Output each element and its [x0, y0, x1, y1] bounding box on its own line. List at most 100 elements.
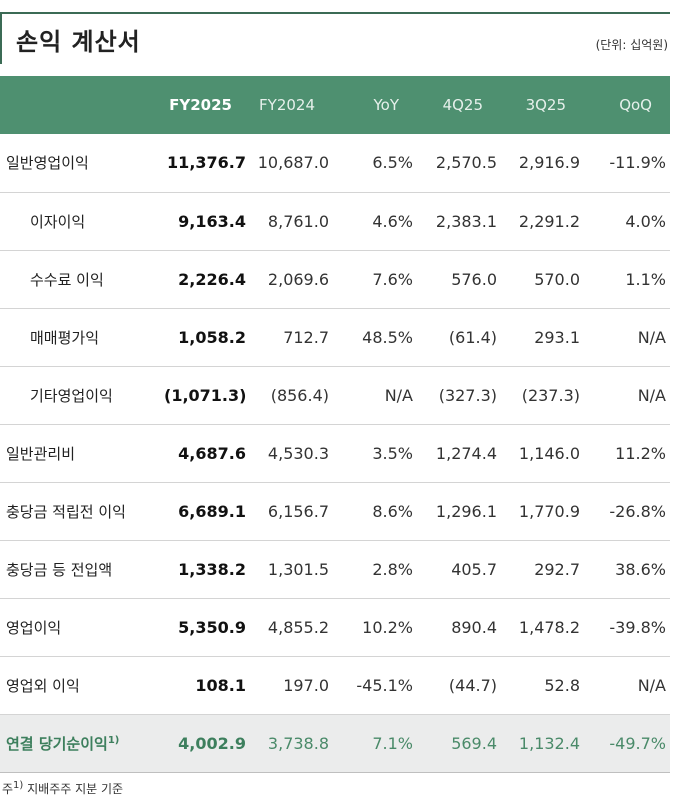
- cell-yoy: 7.6%: [372, 269, 413, 289]
- cell-3q25: (237.3): [521, 385, 580, 405]
- header-cell-qoq: QoQ: [619, 96, 652, 114]
- row-label: 기타영업이익: [30, 386, 113, 405]
- unit-label: (단위: 십억원): [595, 38, 668, 52]
- page-title: 손익 계산서: [16, 28, 141, 56]
- cell-fy2024: 4,530.3: [267, 443, 329, 463]
- cell-fy2024: (856.4): [270, 385, 329, 405]
- header-cell-fy2025: FY2025: [169, 96, 232, 114]
- cell-yoy: -45.1%: [356, 675, 413, 695]
- header-cell-fy2024: FY2024: [259, 96, 315, 114]
- row-label: 일반관리비: [6, 444, 76, 463]
- cell-4q25: 576.0: [451, 269, 497, 289]
- cell-4q25: 2,383.1: [435, 211, 497, 231]
- cell-3q25: 570.0: [534, 269, 580, 289]
- row-label: 충당금 적립전 이익: [6, 502, 126, 521]
- cell-fy2024: 10,687.0: [257, 153, 329, 173]
- cell-fy2025: 2,226.4: [178, 269, 246, 289]
- cell-fy2025: 9,163.4: [178, 211, 246, 231]
- cell-yoy: 2.8%: [372, 559, 413, 579]
- cell-yoy: 7.1%: [372, 733, 413, 753]
- cell-yoy: 8.6%: [372, 501, 413, 521]
- header-cell-3q25: 3Q25: [525, 96, 566, 114]
- cell-fy2024: 4,855.2: [267, 617, 329, 637]
- income-statement-table: FY2025 FY2024 YoY 4Q25 3Q25 QoQ 일반영업이익 1…: [0, 76, 670, 773]
- cell-fy2025: 1,058.2: [178, 327, 246, 347]
- row-label: 영업이익: [6, 618, 62, 637]
- table-row: 충당금 등 전입액 1,338.2 1,301.5 2.8% 405.7 292…: [0, 540, 670, 598]
- table-row: 일반영업이익 11,376.7 10,687.0 6.5% 2,570.5 2,…: [0, 134, 670, 192]
- title-bar: 손익 계산서 (단위: 십억원): [0, 12, 670, 64]
- footnote-sup: 1): [13, 780, 24, 791]
- cell-qoq: N/A: [637, 385, 666, 405]
- cell-4q25: 2,570.5: [435, 153, 497, 173]
- footnote-text: 지배주주 지분 기준: [27, 782, 124, 796]
- cell-fy2025: (1,071.3): [164, 385, 247, 405]
- table-row: 이자이익 9,163.4 8,761.0 4.6% 2,383.1 2,291.…: [0, 192, 670, 250]
- cell-3q25: 292.7: [534, 559, 580, 579]
- cell-4q25: 890.4: [451, 617, 497, 637]
- header-cell-4q25: 4Q25: [442, 96, 483, 114]
- footnote: 주1) 지배주주 지분 기준: [2, 780, 123, 797]
- cell-4q25: 405.7: [451, 559, 497, 579]
- cell-3q25: 293.1: [534, 327, 580, 347]
- cell-qoq: -49.7%: [609, 733, 666, 753]
- cell-qoq: -39.8%: [609, 617, 666, 637]
- table-row: 영업외 이익 108.1 197.0 -45.1% (44.7) 52.8 N/…: [0, 656, 670, 714]
- footnote-mark: 1): [107, 734, 120, 746]
- cell-yoy: 6.5%: [372, 153, 413, 173]
- table-row: 매매평가익 1,058.2 712.7 48.5% (61.4) 293.1 N…: [0, 308, 670, 366]
- row-label: 연결 당기순이익1): [0, 714, 164, 772]
- cell-fy2025: 4,002.9: [178, 733, 246, 753]
- cell-qoq: 38.6%: [615, 559, 666, 579]
- cell-4q25: (44.7): [448, 675, 497, 695]
- cell-fy2024: 2,069.6: [267, 269, 329, 289]
- cell-4q25: 569.4: [451, 733, 497, 753]
- table-row: 충당금 적립전 이익 6,689.1 6,156.7 8.6% 1,296.1 …: [0, 482, 670, 540]
- cell-4q25: (61.4): [448, 327, 497, 347]
- cell-4q25: 1,274.4: [435, 443, 497, 463]
- cell-fy2025: 108.1: [195, 675, 246, 695]
- cell-3q25: 1,770.9: [518, 501, 580, 521]
- cell-3q25: 2,916.9: [518, 153, 580, 173]
- row-label: 수수료 이익: [30, 270, 104, 289]
- cell-qoq: 4.0%: [625, 211, 666, 231]
- cell-3q25: 1,132.4: [518, 733, 580, 753]
- cell-3q25: 1,478.2: [518, 617, 580, 637]
- row-label: 일반영업이익: [6, 154, 89, 173]
- row-label: 매매평가익: [30, 328, 100, 347]
- table-row: 기타영업이익 (1,071.3) (856.4) N/A (327.3) (23…: [0, 366, 670, 424]
- cell-yoy: N/A: [384, 385, 413, 405]
- cell-yoy: 48.5%: [362, 327, 413, 347]
- cell-fy2024: 8,761.0: [267, 211, 329, 231]
- row-label: 영업외 이익: [6, 676, 80, 695]
- cell-4q25: (327.3): [438, 385, 497, 405]
- net-income-row: 연결 당기순이익1) 4,002.9 3,738.8 7.1% 569.4 1,…: [0, 714, 670, 772]
- table-row: 영업이익 5,350.9 4,855.2 10.2% 890.4 1,478.2…: [0, 598, 670, 656]
- cell-fy2025: 6,689.1: [178, 501, 246, 521]
- cell-yoy: 4.6%: [372, 211, 413, 231]
- cell-4q25: 1,296.1: [435, 501, 497, 521]
- table-row: 일반관리비 4,687.6 4,530.3 3.5% 1,274.4 1,146…: [0, 424, 670, 482]
- cell-fy2025: 4,687.6: [178, 443, 246, 463]
- cell-fy2025: 11,376.7: [167, 153, 246, 173]
- cell-fy2025: 1,338.2: [178, 559, 246, 579]
- cell-fy2024: 1,301.5: [267, 559, 329, 579]
- row-label: 충당금 등 전입액: [6, 560, 113, 579]
- table-row: 수수료 이익 2,226.4 2,069.6 7.6% 576.0 570.0 …: [0, 250, 670, 308]
- cell-yoy: 10.2%: [362, 617, 413, 637]
- cell-qoq: 11.2%: [615, 443, 666, 463]
- cell-fy2024: 6,156.7: [267, 501, 329, 521]
- cell-fy2025: 5,350.9: [178, 617, 246, 637]
- footnote-label: 주: [2, 782, 14, 796]
- cell-fy2024: 712.7: [283, 327, 329, 347]
- cell-yoy: 3.5%: [372, 443, 413, 463]
- cell-qoq: -11.9%: [609, 153, 666, 173]
- cell-qoq: N/A: [637, 327, 666, 347]
- cell-qoq: -26.8%: [609, 501, 666, 521]
- row-label: 이자이익: [30, 212, 86, 231]
- cell-3q25: 2,291.2: [518, 211, 580, 231]
- cell-3q25: 1,146.0: [518, 443, 580, 463]
- cell-qoq: N/A: [637, 675, 666, 695]
- cell-qoq: 1.1%: [625, 269, 666, 289]
- cell-fy2024: 197.0: [283, 675, 329, 695]
